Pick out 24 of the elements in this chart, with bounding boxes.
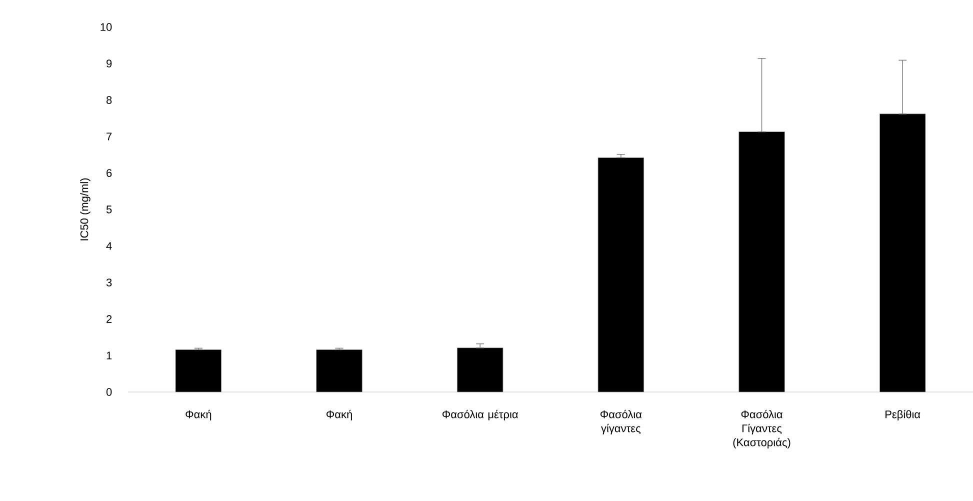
y-tick-label: 9 (106, 60, 112, 68)
x-tick-label: Φακή (326, 410, 352, 420)
y-tick-label: 0 (106, 388, 112, 396)
bar (738, 132, 785, 392)
x-tick-label: Φασόλια μέτρια (442, 410, 518, 420)
bar (316, 349, 362, 392)
y-tick-label: 2 (106, 315, 112, 323)
y-tick-label: 10 (100, 23, 112, 31)
bar (457, 348, 504, 392)
x-tick-label: Φασόλια Γίγαντες (Καστοριάς) (733, 410, 790, 448)
y-tick-label: 4 (106, 242, 112, 250)
y-tick-label: 6 (106, 169, 112, 177)
y-tick-label: 8 (106, 96, 112, 104)
y-tick-label: 1 (106, 352, 112, 360)
x-tick-label: Φασόλια γίγαντες (600, 410, 642, 434)
bar (175, 349, 222, 392)
bar (598, 157, 644, 392)
bar (880, 114, 926, 392)
y-tick-label: 7 (106, 132, 112, 140)
y-axis-title: IC50 (mg/ml) (80, 178, 90, 240)
x-tick-label: Φακή (186, 410, 212, 420)
x-tick-label: Ρεβίθια (886, 410, 920, 420)
y-tick-label: 3 (106, 278, 112, 286)
y-tick-label: 5 (106, 206, 112, 214)
